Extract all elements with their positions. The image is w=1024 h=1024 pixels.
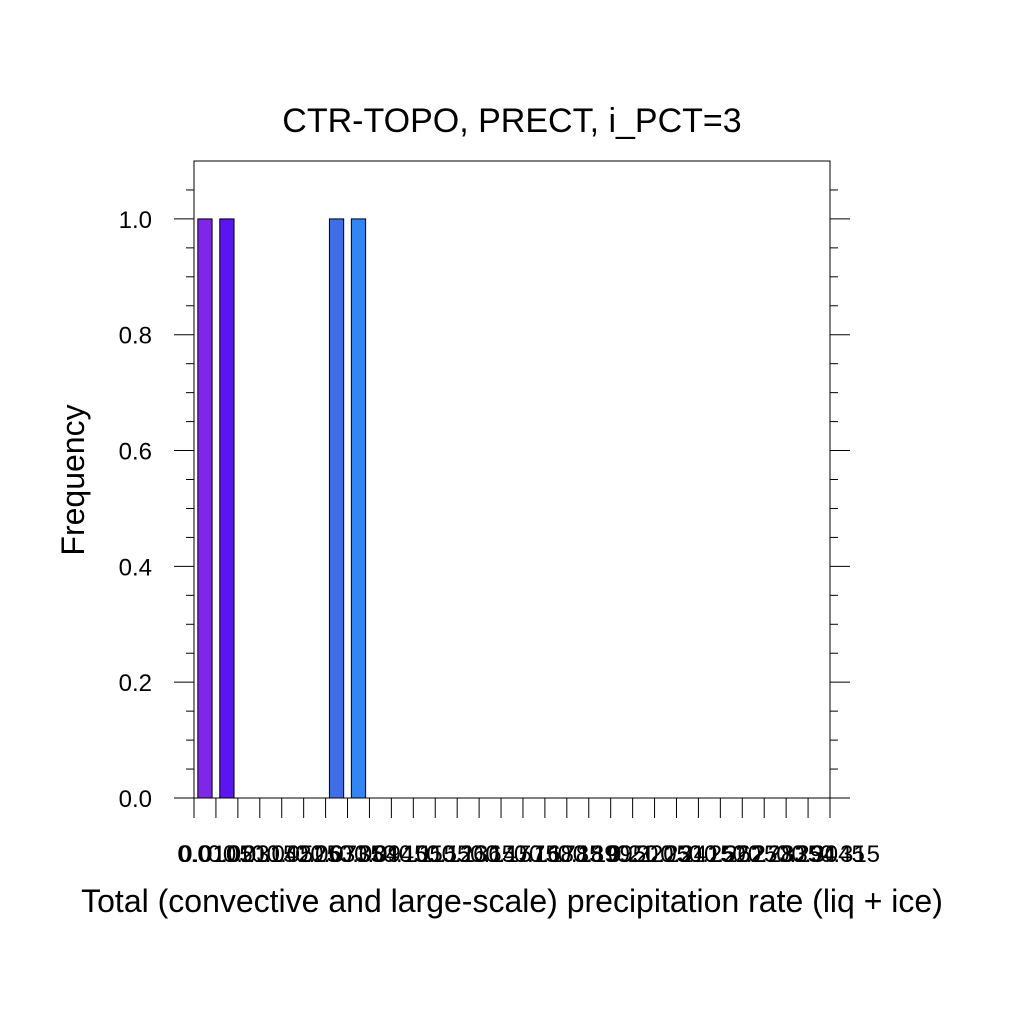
x-tick-label: 0.0525 [267, 841, 340, 868]
x-tick-label: 0.2835 [748, 841, 821, 868]
histogram-bar [328, 218, 345, 799]
x-tick-label: 0.231 [645, 841, 705, 868]
plot-frame [193, 160, 831, 799]
x-tick-label: 0.168 [514, 841, 574, 868]
x-tick-label: 0.294 [776, 841, 836, 868]
y-tick-label: 1.0 [119, 207, 152, 234]
x-tick-label: 0.0105 [179, 841, 252, 868]
x-tick-label: 0.273 [733, 841, 793, 868]
histogram-bar [197, 218, 213, 799]
x-tick-label: 0.126 [426, 841, 486, 868]
x-tick-label: 0.1575 [485, 841, 558, 868]
x-tick-label: 0.021 [208, 841, 268, 868]
x-tick-label: 0.1785 [529, 841, 602, 868]
x-tick-label: 0.063 [295, 841, 355, 868]
y-tick-label: 0.2 [119, 670, 152, 697]
x-tick-label: 0.3045 [791, 841, 864, 868]
x-tick-label: 0.2415 [660, 841, 733, 868]
x-axis-label: Total (convective and large-scale) preci… [81, 883, 943, 919]
x-tick-label: 0.0315 [223, 841, 296, 868]
chart-title: CTR-TOPO, PRECT, i_PCT=3 [282, 102, 741, 140]
y-tick-label: 0.6 [119, 439, 152, 466]
x-tick-label: 0.189 [558, 841, 618, 868]
x-tick-label: 0.0945 [354, 841, 427, 868]
y-tick-label: 0.8 [119, 323, 152, 350]
x-tick-label: 0.21 [608, 841, 655, 868]
x-tick-label: 0.252 [689, 841, 749, 868]
x-tick-label: 0.0735 [310, 841, 383, 868]
x-tick-label: 0.147 [470, 841, 530, 868]
y-tick-label: 0.4 [119, 554, 152, 581]
histogram-bar [350, 218, 367, 799]
x-tick-label: 0.315 [820, 841, 880, 868]
histogram-bar [219, 218, 235, 799]
x-tick-label: 0.1155 [399, 841, 471, 868]
x-tick-label: 0.1995 [573, 841, 646, 868]
y-axis-label: Frequency [55, 404, 91, 555]
x-tick-label: 0.084 [339, 841, 399, 868]
x-tick-label: 0.2625 [704, 841, 777, 868]
y-tick-label: 0.0 [119, 786, 152, 813]
x-tick-label: 0.2205 [616, 841, 689, 868]
x-tick-label: 0.105 [383, 841, 443, 868]
plot-area: 0.00.20.40.60.81.00.00.01050.0210.03150.… [119, 160, 880, 868]
x-tick-label: 0.0 [177, 841, 210, 868]
x-tick-label: 0.042 [251, 841, 311, 868]
x-tick-label: 0.1365 [442, 841, 515, 868]
